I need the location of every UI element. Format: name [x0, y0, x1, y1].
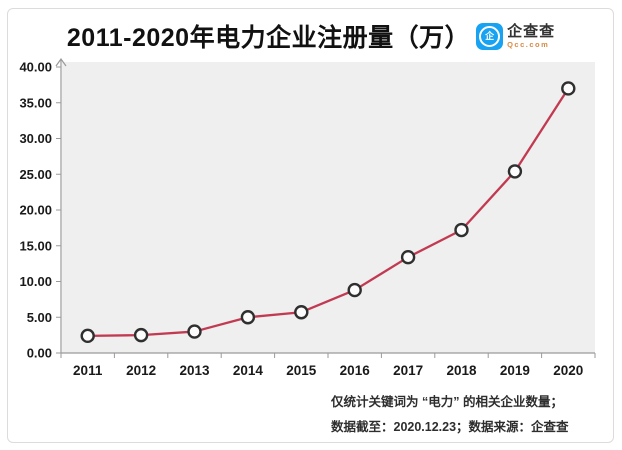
- svg-text:2017: 2017: [393, 363, 423, 378]
- qichacha-logo-icon: 企: [476, 22, 504, 50]
- logo-brand-label: 企查查: [507, 22, 556, 40]
- logo-ring-icon: 企: [479, 25, 501, 47]
- chart-title: 2011-2020年电力企业注册量（万）: [66, 24, 471, 52]
- svg-text:2015: 2015: [286, 363, 317, 378]
- svg-text:2020: 2020: [553, 363, 583, 378]
- svg-text:2011: 2011: [73, 363, 103, 378]
- svg-text:20.00: 20.00: [19, 203, 52, 218]
- svg-text:2016: 2016: [340, 363, 371, 378]
- qichacha-logo: 企 企查查 Qcc.com: [476, 22, 555, 50]
- footnote-line-2: 数据截至：2020.12.23；数据来源：企查查: [331, 420, 569, 434]
- logo-glyph: 企: [485, 30, 495, 41]
- svg-text:0.00: 0.00: [27, 346, 52, 361]
- svg-text:2019: 2019: [500, 363, 530, 378]
- svg-text:2013: 2013: [179, 363, 210, 378]
- svg-text:35.00: 35.00: [19, 95, 52, 110]
- svg-text:30.00: 30.00: [19, 131, 52, 146]
- svg-text:5.00: 5.00: [27, 310, 52, 325]
- svg-text:25.00: 25.00: [19, 167, 52, 182]
- svg-text:40.00: 40.00: [19, 60, 52, 75]
- logo-domain-label: Qcc.com: [507, 39, 550, 49]
- svg-text:2018: 2018: [446, 363, 477, 378]
- svg-text:15.00: 15.00: [19, 238, 52, 253]
- svg-text:2014: 2014: [233, 363, 264, 378]
- footnote-line-1: 仅统计关键词为 “电力” 的相关企业数量；: [331, 395, 563, 409]
- logo-text: 企查查 Qcc.com: [507, 24, 555, 49]
- chart-header: 2011-2020年电力企业注册量（万） 企 企查查 Qcc.com: [0, 18, 622, 54]
- svg-text:10.00: 10.00: [19, 274, 52, 289]
- svg-text:2012: 2012: [126, 363, 156, 378]
- chart-footnote: 仅统计关键词为 “电力” 的相关企业数量； 数据截至：2020.12.23；数据…: [331, 390, 569, 440]
